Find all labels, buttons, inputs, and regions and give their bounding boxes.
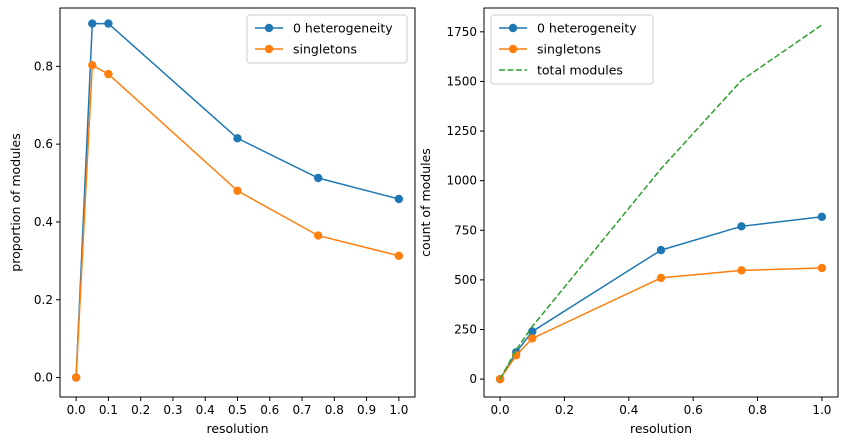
legend-marker xyxy=(508,23,518,33)
data-point xyxy=(104,69,113,79)
y-tick-label: 1000 xyxy=(446,174,477,188)
series-singletons xyxy=(71,60,404,382)
series-0-heterogeneity xyxy=(495,212,827,384)
x-tick-label: 0.6 xyxy=(684,403,703,417)
legend-label: total modules xyxy=(537,63,623,78)
legend-label: 0 heterogeneity xyxy=(537,21,637,36)
data-point xyxy=(656,245,666,255)
legend-item: 0 heterogeneity xyxy=(255,21,393,36)
x-tick-label: 0.4 xyxy=(196,403,215,417)
legend-item: total modules xyxy=(499,63,623,78)
y-tick-label: 0.0 xyxy=(34,371,53,385)
x-tick-label: 1.0 xyxy=(389,403,408,417)
data-point xyxy=(737,222,746,231)
x-tick-label: 0.2 xyxy=(131,403,150,417)
y-tick-label: 0.6 xyxy=(34,137,53,151)
legend-label: 0 heterogeneity xyxy=(293,21,393,36)
x-tick-label: 0.0 xyxy=(491,403,510,417)
legend: 0 heterogeneity singletons total modules xyxy=(490,14,654,85)
data-point xyxy=(817,212,827,221)
data-point xyxy=(233,134,242,143)
data-point xyxy=(656,273,666,283)
data-point xyxy=(88,19,97,28)
legend-marker xyxy=(508,44,518,54)
data-point xyxy=(104,19,113,28)
data-point xyxy=(737,266,746,275)
x-tick-label: 0.6 xyxy=(260,403,279,417)
y-tick-label: 1500 xyxy=(446,74,477,88)
x-tick-label: 0.9 xyxy=(357,403,376,417)
x-axis-label: resolution xyxy=(206,421,268,436)
data-point xyxy=(817,263,827,273)
x-tick-label: 1.0 xyxy=(812,403,831,417)
x-tick-label: 0.3 xyxy=(163,403,182,417)
legend-item: singletons xyxy=(499,42,601,57)
data-point xyxy=(495,374,505,384)
legend: 0 heterogeneity singletons xyxy=(246,14,408,64)
y-tick-label: 500 xyxy=(454,273,477,287)
y-tick-label: 0.2 xyxy=(34,293,53,307)
y-tick-label: 1750 xyxy=(446,25,477,39)
x-axis-label: resolution xyxy=(630,421,692,436)
x-tick-label: 0.0 xyxy=(67,403,86,417)
data-point xyxy=(233,186,242,196)
data-point xyxy=(88,60,97,70)
legend-item: singletons xyxy=(255,42,357,57)
y-tick-label: 0 xyxy=(469,372,477,386)
data-point xyxy=(313,231,323,240)
legend-box xyxy=(490,14,654,85)
y-tick-label: 1250 xyxy=(446,124,477,138)
data-point xyxy=(394,251,404,260)
x-tick-label: 0.8 xyxy=(325,403,344,417)
y-tick-label: 250 xyxy=(454,323,477,337)
x-tick-label: 0.8 xyxy=(748,403,767,417)
data-point xyxy=(528,327,537,336)
chart-panel-1: 0.0 0.1 0.2 0.3 0.4 0.5 0.6 0.7 0.8 0.9 1.0 0.0 0.2 0… xyxy=(8,7,416,436)
series-0-heterogeneity xyxy=(71,19,404,382)
legend-item: 0 heterogeneity xyxy=(499,21,637,36)
legend-marker xyxy=(264,44,274,54)
series-line xyxy=(499,24,823,380)
series-line xyxy=(75,22,400,378)
data-point xyxy=(71,373,81,382)
series-line xyxy=(75,63,400,378)
x-tick-label: 0.4 xyxy=(619,403,638,417)
x-tick-label: 0.5 xyxy=(228,403,247,417)
plot-frame xyxy=(483,7,839,398)
x-tick-label: 0.2 xyxy=(555,403,574,417)
legend-marker xyxy=(264,23,274,33)
y-tick-label: 0.4 xyxy=(34,215,53,229)
series-line xyxy=(499,267,822,380)
y-axis-label: proportion of modules xyxy=(8,133,23,271)
y-axis-label: count of modules xyxy=(418,148,433,257)
x-tick-label: 0.1 xyxy=(99,403,118,417)
y-tick-label: 750 xyxy=(454,223,477,237)
x-tick-label: 0.7 xyxy=(292,403,311,417)
data-point xyxy=(313,173,323,183)
legend-box xyxy=(246,14,408,64)
data-point xyxy=(528,334,537,343)
y-tick-label: 0.8 xyxy=(34,59,53,73)
plot-frame xyxy=(59,7,416,398)
series-total-modules xyxy=(499,24,823,380)
legend-label: singletons xyxy=(293,42,357,57)
chart-panel-2: 0.0 0.2 0.4 0.6 0.8 1.0 0 250 500 750 1000 1250 1500… xyxy=(418,7,839,436)
legend-label: singletons xyxy=(537,42,601,57)
series-line xyxy=(499,216,822,380)
data-point xyxy=(394,194,404,204)
series-singletons xyxy=(495,263,827,384)
